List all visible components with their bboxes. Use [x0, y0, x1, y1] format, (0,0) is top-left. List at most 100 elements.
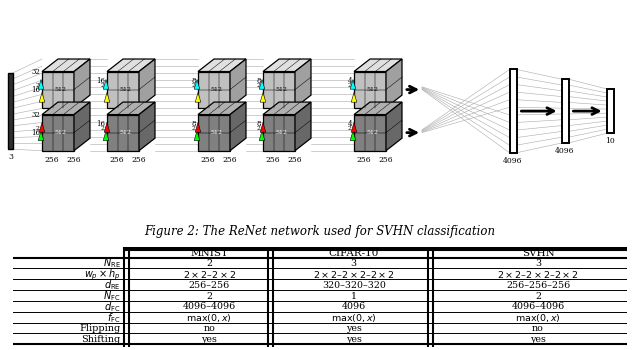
Text: $\max(0, x)$: $\max(0, x)$	[331, 312, 377, 324]
Polygon shape	[198, 71, 230, 108]
Text: 16: 16	[96, 77, 105, 85]
Polygon shape	[263, 102, 311, 114]
Polygon shape	[74, 59, 90, 108]
Text: 10: 10	[605, 138, 615, 146]
Polygon shape	[104, 92, 110, 102]
Polygon shape	[139, 102, 155, 150]
Text: $d_{\mathrm{FC}}$: $d_{\mathrm{FC}}$	[104, 300, 120, 314]
Text: $2 \times 2$–$2 \times 2$–$2 \times 2$: $2 \times 2$–$2 \times 2$–$2 \times 2$	[497, 269, 579, 280]
Text: 512: 512	[120, 130, 132, 135]
Text: 4096: 4096	[503, 157, 523, 165]
Text: 256: 256	[266, 156, 280, 164]
Polygon shape	[351, 122, 357, 132]
Text: 8: 8	[257, 120, 261, 128]
Polygon shape	[386, 102, 402, 150]
Text: 2: 2	[36, 83, 40, 88]
Text: 16: 16	[96, 120, 105, 128]
Polygon shape	[194, 79, 200, 89]
Polygon shape	[103, 79, 109, 89]
Text: $w_p \times h_p$: $w_p \times h_p$	[84, 267, 120, 282]
Polygon shape	[386, 59, 402, 108]
Text: 320–320–320: 320–320–320	[322, 281, 386, 290]
Polygon shape	[350, 131, 356, 141]
Text: 256: 256	[44, 156, 59, 164]
Text: SVHN: SVHN	[522, 249, 554, 258]
Text: 256: 256	[132, 156, 147, 164]
Polygon shape	[42, 71, 74, 108]
Text: 2: 2	[348, 83, 352, 88]
Text: 2: 2	[192, 126, 196, 131]
Text: yes: yes	[202, 335, 218, 344]
Text: 256: 256	[356, 156, 371, 164]
Text: 2: 2	[101, 83, 105, 88]
Text: 32: 32	[31, 68, 40, 76]
Text: 512: 512	[211, 130, 223, 135]
Polygon shape	[259, 79, 265, 89]
Text: 2: 2	[207, 292, 212, 301]
Polygon shape	[38, 131, 44, 141]
Polygon shape	[295, 59, 311, 108]
Polygon shape	[107, 102, 155, 114]
Text: Shifting: Shifting	[81, 335, 120, 344]
Text: CIFAR-10: CIFAR-10	[328, 249, 379, 258]
Polygon shape	[42, 59, 90, 71]
Polygon shape	[39, 92, 45, 102]
Polygon shape	[354, 59, 402, 71]
Polygon shape	[103, 131, 109, 141]
Polygon shape	[259, 131, 265, 141]
Text: yes: yes	[346, 335, 362, 344]
Polygon shape	[230, 102, 246, 150]
Text: 512: 512	[276, 130, 287, 135]
Text: 2: 2	[257, 83, 261, 88]
Polygon shape	[561, 79, 568, 143]
Text: 256–256: 256–256	[189, 281, 230, 290]
Text: no: no	[532, 324, 544, 333]
Text: 16: 16	[31, 85, 40, 93]
Text: 8: 8	[191, 77, 196, 85]
Text: 256–256–256: 256–256–256	[506, 281, 570, 290]
Polygon shape	[139, 59, 155, 108]
Polygon shape	[38, 79, 44, 89]
Polygon shape	[198, 59, 246, 71]
Text: 4096–4096: 4096–4096	[511, 302, 564, 312]
Polygon shape	[198, 114, 230, 150]
Text: 2: 2	[535, 292, 541, 301]
Text: yes: yes	[346, 324, 362, 333]
Text: Flipping: Flipping	[79, 324, 120, 333]
Text: 8: 8	[257, 77, 261, 85]
Text: $d_{\mathrm{RE}}$: $d_{\mathrm{RE}}$	[104, 278, 120, 292]
Text: 256: 256	[200, 156, 215, 164]
Polygon shape	[230, 59, 246, 108]
Text: 3: 3	[535, 259, 541, 268]
Polygon shape	[104, 122, 110, 132]
Text: 512: 512	[276, 87, 287, 92]
Text: 16: 16	[31, 128, 40, 136]
Text: 2: 2	[257, 126, 261, 131]
Polygon shape	[260, 122, 266, 132]
Polygon shape	[351, 92, 357, 102]
Text: 32: 32	[31, 111, 40, 119]
Polygon shape	[39, 122, 45, 132]
Text: 3: 3	[8, 153, 13, 161]
Text: no: no	[204, 324, 215, 333]
Text: 256: 256	[223, 156, 237, 164]
Text: $\max(0, x)$: $\max(0, x)$	[515, 312, 561, 324]
Text: MNIST: MNIST	[191, 249, 228, 258]
Text: 2: 2	[207, 259, 212, 268]
Polygon shape	[260, 92, 266, 102]
Polygon shape	[354, 114, 386, 150]
Text: 256: 256	[379, 156, 394, 164]
Polygon shape	[350, 79, 356, 89]
Polygon shape	[263, 59, 311, 71]
Text: $2 \times 2$–$2 \times 2$–$2 \times 2$: $2 \times 2$–$2 \times 2$–$2 \times 2$	[313, 269, 395, 280]
Text: 4: 4	[348, 120, 352, 128]
Text: $\max(0, x)$: $\max(0, x)$	[186, 312, 232, 324]
Polygon shape	[263, 71, 295, 108]
Text: 4096–4096: 4096–4096	[183, 302, 236, 312]
Text: 2: 2	[101, 126, 105, 131]
Polygon shape	[198, 102, 246, 114]
Text: 256: 256	[288, 156, 302, 164]
Polygon shape	[107, 114, 139, 150]
Polygon shape	[354, 71, 386, 108]
Text: 2: 2	[36, 126, 40, 131]
